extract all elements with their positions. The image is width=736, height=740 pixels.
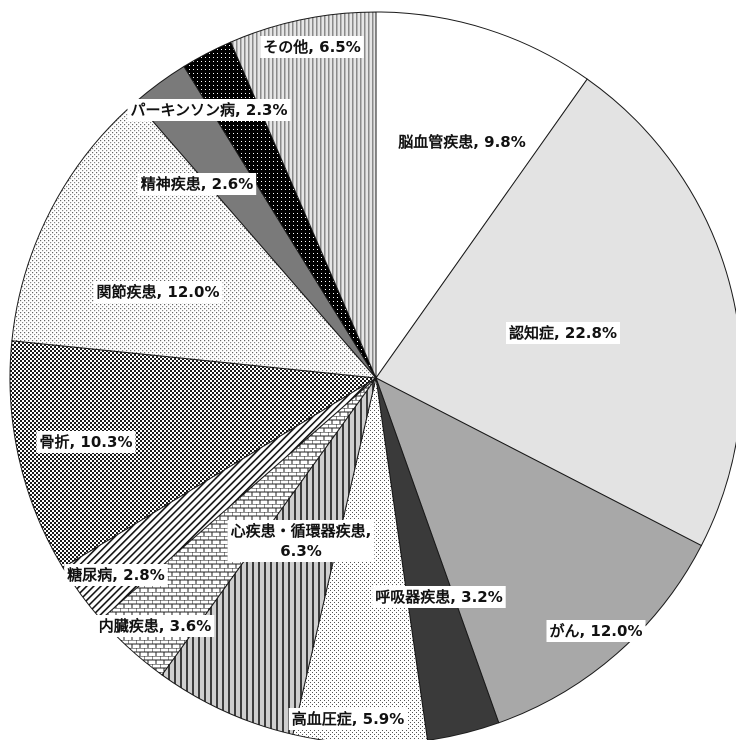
slice-label-13: その他, 6.5%: [260, 36, 364, 58]
pie-slice-4: [375, 377, 500, 740]
slice-label-text: 関節疾患, 12.0%: [97, 283, 220, 301]
slice-label-text: 認知症, 22.8%: [509, 324, 617, 342]
slice-label-text: 6.3%: [280, 542, 322, 560]
slice-label-box: [64, 564, 168, 586]
slice-label-text: 心疾患・循環器疾患,: [231, 522, 372, 540]
slice-label-text: 骨折, 10.3%: [40, 433, 133, 451]
slice-label-12: パーキンソン病, 2.3%: [127, 99, 291, 121]
slice-label-text: 高血圧症, 5.9%: [292, 710, 405, 728]
slice-label-box: [36, 431, 136, 453]
slice-label-text: パーキンソン病, 2.3%: [130, 101, 287, 119]
slice-label-text: その他, 6.5%: [263, 38, 361, 56]
slice-label-3: がん, 12.0%: [546, 620, 646, 642]
slice-label-1: 脳血管疾患, 9.8%: [395, 131, 529, 153]
slice-label-box: [127, 99, 291, 121]
slice-label-box: [137, 173, 257, 195]
slice-label-box: [395, 131, 529, 153]
slice-label-text: 内臓疾患, 3.6%: [99, 617, 212, 635]
slice-label-text: 呼吸器疾患, 3.2%: [375, 588, 503, 606]
pie-slice-9: [9, 340, 378, 569]
slice-label-box: [372, 586, 506, 608]
slice-label-8: 糖尿病, 2.8%: [64, 564, 168, 586]
slice-label-4: 呼吸器疾患, 3.2%: [372, 586, 506, 608]
slice-label-11: 精神疾患, 2.6%: [137, 173, 257, 195]
slice-label-10: 関節疾患, 12.0%: [93, 281, 223, 303]
slice-label-text: 精神疾患, 2.6%: [141, 175, 254, 193]
slice-label-2: 認知症, 22.8%: [506, 322, 620, 344]
slice-label-box: [506, 322, 620, 344]
slice-label-9: 骨折, 10.3%: [36, 431, 136, 453]
slice-label-box: [546, 620, 646, 642]
pie-slice-10: [11, 101, 378, 379]
slice-label-box: [288, 708, 408, 730]
slice-label-5: 高血圧症, 5.9%: [288, 708, 408, 730]
slice-label-7: 内臓疾患, 3.6%: [95, 615, 215, 637]
slice-label-text: 糖尿病, 2.8%: [67, 566, 165, 584]
slice-label-box: [260, 36, 364, 58]
slice-label-text: 脳血管疾患, 9.8%: [398, 133, 526, 151]
slice-label-box: [227, 520, 375, 562]
slice-label-box: [95, 615, 215, 637]
slice-label-box: [93, 281, 223, 303]
pie-slice-1: [375, 11, 588, 380]
slice-label-text: がん, 12.0%: [550, 622, 643, 640]
pie-slice-2: [375, 78, 736, 547]
slice-label-6: 心疾患・循環器疾患, 6.3%: [227, 520, 375, 562]
